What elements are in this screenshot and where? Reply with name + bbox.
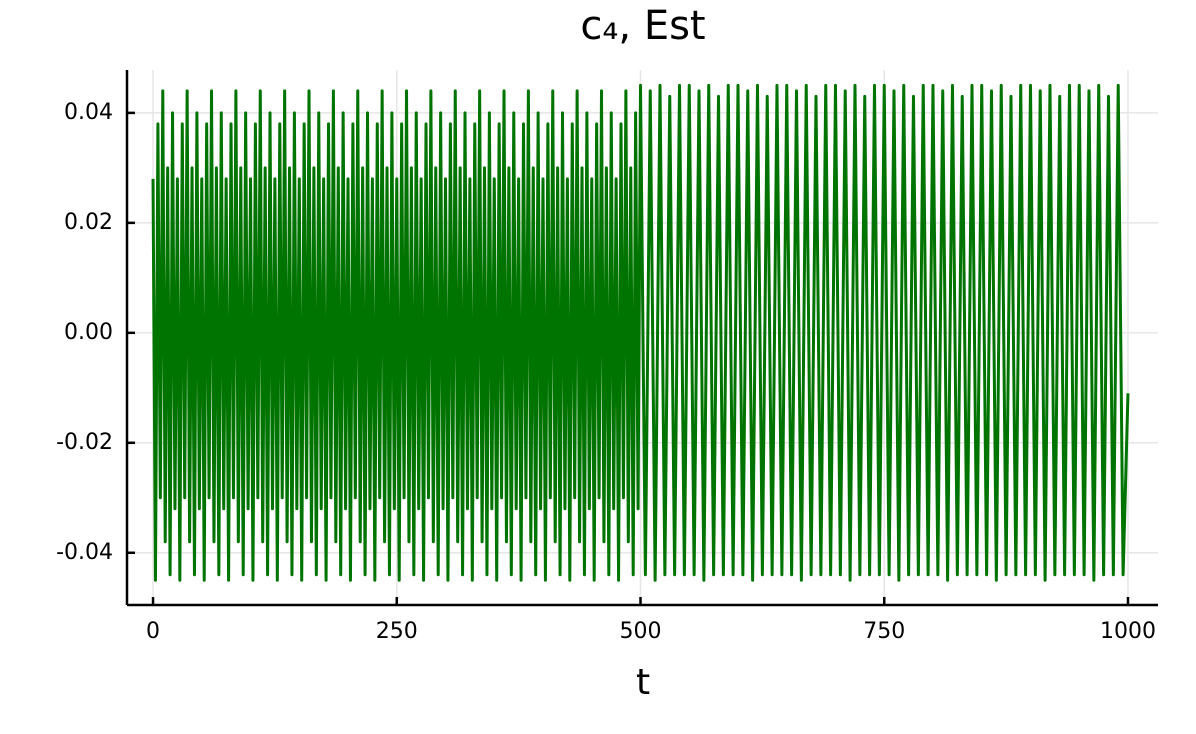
- x-tick-label: 750: [863, 619, 905, 644]
- x-tick-label: 500: [620, 619, 662, 644]
- y-tick-label: 0.02: [64, 210, 113, 235]
- y-tick-label: 0.00: [64, 320, 113, 345]
- y-tick-label: 0.04: [64, 100, 113, 125]
- x-tick-label: 250: [376, 619, 418, 644]
- x-tick-label: 0: [146, 619, 160, 644]
- y-tick-label: -0.02: [56, 430, 113, 455]
- data-line: [151, 83, 1130, 582]
- y-tick-label: -0.04: [56, 540, 113, 565]
- x-tick-label: 1000: [1100, 619, 1156, 644]
- chart-title: c₄, Est: [580, 3, 705, 49]
- x-axis-label: t: [636, 662, 650, 703]
